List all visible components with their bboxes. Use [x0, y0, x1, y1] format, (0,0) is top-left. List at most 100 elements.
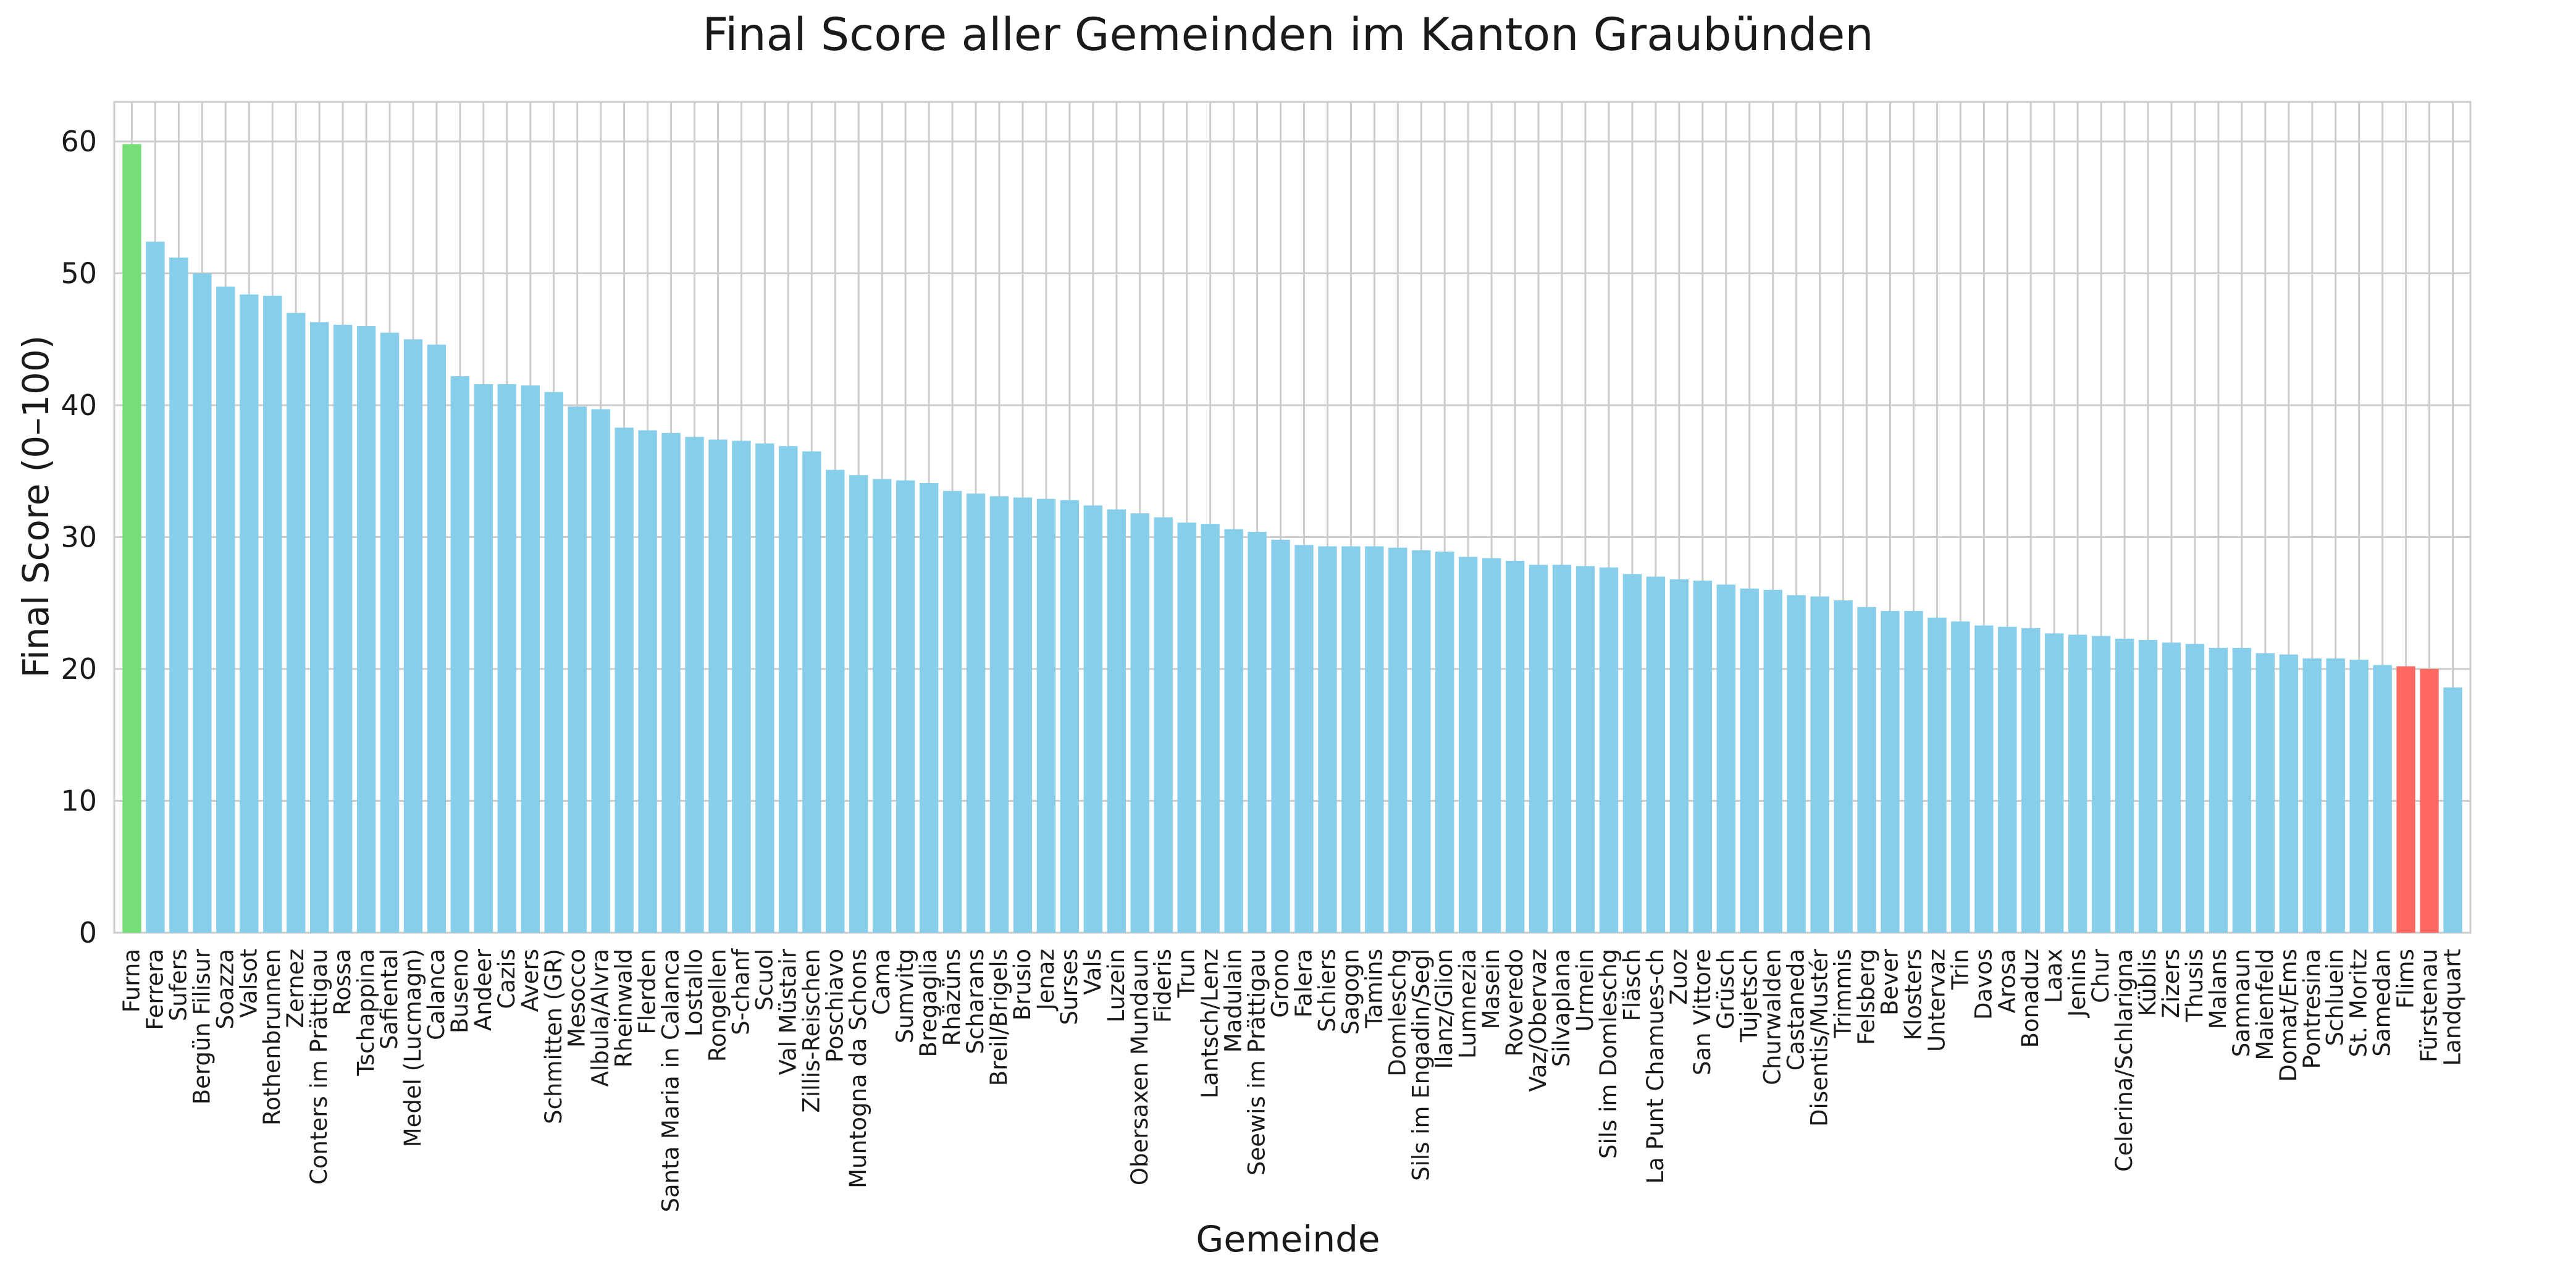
- bar: [2138, 640, 2158, 933]
- bar: [1271, 539, 1290, 933]
- bar: [1951, 621, 1970, 933]
- x-tick-label: Brusio: [1009, 949, 1036, 1020]
- bar: [146, 242, 165, 933]
- x-tick-label: Domleschg: [1384, 949, 1411, 1077]
- x-tick-label: Val Müstair: [774, 948, 801, 1075]
- bar: [474, 384, 493, 933]
- x-tick-label: Medel (Lucmagn): [400, 949, 426, 1147]
- bar: [1201, 524, 1220, 933]
- bar: [2279, 654, 2298, 933]
- x-tick-label: Furna: [118, 949, 145, 1012]
- x-tick-label: Rheinwald: [611, 949, 637, 1067]
- bar: [497, 384, 517, 933]
- x-tick-label: Andeer: [470, 948, 497, 1031]
- bar: [568, 406, 587, 933]
- y-tick-label: 50: [61, 257, 97, 290]
- x-tick-label: Zizers: [2158, 949, 2184, 1018]
- bar: [1388, 547, 1408, 933]
- y-tick-label: 40: [61, 389, 97, 422]
- x-tick-label: Zuoz: [1666, 949, 1692, 1005]
- bar: [1060, 500, 1080, 933]
- bar: [1575, 566, 1595, 933]
- y-tick-label: 20: [61, 652, 97, 686]
- x-tick-label: Grono: [1267, 949, 1294, 1018]
- x-tick-label: Zernez: [282, 949, 309, 1028]
- bar: [1412, 550, 1431, 933]
- bar: [2373, 665, 2392, 933]
- bar: [1787, 595, 1806, 933]
- bar: [779, 446, 798, 933]
- bar: [216, 286, 235, 933]
- bar: [615, 427, 634, 933]
- bar: [240, 294, 259, 933]
- x-tick-label: Zillis-Reischen: [798, 949, 824, 1112]
- x-tick-label: Tamins: [1361, 949, 1387, 1028]
- bar: [802, 451, 821, 933]
- x-tick-label: Sufers: [165, 949, 191, 1021]
- bar: [1459, 557, 1478, 933]
- x-tick-label: Sils im Domleschg: [1595, 949, 1622, 1159]
- x-tick-label: Buseno: [447, 949, 473, 1033]
- bar: [1294, 545, 1314, 933]
- x-tick-label: Trin: [1947, 949, 1973, 990]
- bar: [2326, 658, 2345, 933]
- bar: [1599, 567, 1619, 933]
- x-tick-label: S-chanf: [728, 948, 754, 1035]
- bar: [1482, 558, 1501, 933]
- bar: [1224, 529, 1243, 933]
- bar: [2420, 669, 2439, 933]
- bar: [2443, 687, 2462, 933]
- bar: [122, 144, 141, 933]
- bar: [1716, 584, 1735, 933]
- x-tick-label: Ilanz/Glion: [1431, 949, 1458, 1069]
- chart-title: Final Score aller Gemeinden im Kanton Gr…: [702, 9, 1874, 61]
- x-tick-label: Klosters: [1900, 949, 1926, 1040]
- x-tick-label: Rhäzüns: [939, 949, 965, 1046]
- x-tick-label: Chur: [2087, 948, 2114, 1003]
- x-tick-label: Thusis: [2181, 949, 2208, 1022]
- bar: [2255, 653, 2275, 933]
- x-tick-label: Jenaz: [1033, 949, 1059, 1011]
- x-tick-label: Breil/Brigels: [986, 949, 1012, 1086]
- x-tick-label: Scharans: [962, 949, 989, 1054]
- bar: [732, 440, 751, 933]
- bar: [661, 432, 681, 933]
- bar: [1435, 552, 1454, 933]
- x-tick-label: San Vittore: [1689, 949, 1716, 1075]
- x-tick-label: Sumvitg: [892, 949, 918, 1043]
- x-tick-label: Davos: [1970, 949, 1997, 1020]
- bar: [1646, 576, 1666, 933]
- bar: [287, 313, 306, 933]
- bar: [2162, 642, 2181, 933]
- x-tick-label: Poschiavo: [821, 949, 848, 1062]
- x-tick-label: Madulain: [1220, 949, 1247, 1053]
- bar: [380, 332, 400, 933]
- bar: [873, 479, 892, 933]
- bar: [333, 324, 353, 933]
- bar: [1130, 513, 1149, 933]
- bar: [2209, 647, 2228, 933]
- x-tick-label: Scuol: [751, 949, 778, 1011]
- x-tick-label: Landquart: [2440, 949, 2466, 1066]
- bar: [1669, 579, 1689, 933]
- bar: [1365, 546, 1384, 933]
- bar: [1857, 607, 1876, 933]
- x-tick-label: Fideris: [1150, 949, 1177, 1023]
- x-tick-label: Bever: [1876, 948, 1903, 1015]
- x-tick-label: St. Moritz: [2346, 949, 2372, 1057]
- bar: [2091, 636, 2111, 933]
- x-tick-label: Samedan: [2369, 949, 2396, 1057]
- y-tick-label: 30: [61, 521, 97, 554]
- y-tick-label: 0: [79, 916, 97, 949]
- x-tick-label: Pontresina: [2299, 949, 2325, 1069]
- bar: [450, 376, 470, 933]
- x-tick-label: Jenins: [2064, 949, 2091, 1018]
- x-tick-label: Malans: [2205, 949, 2231, 1029]
- x-tick-label: Untervaz: [1923, 949, 1950, 1052]
- bar: [2115, 638, 2134, 933]
- bar: [1763, 589, 1782, 933]
- x-tick-label: Sils im Engadin/Segl: [1408, 949, 1434, 1181]
- x-tick-label: Conters im Prättigau: [306, 949, 332, 1185]
- x-tick-label: Domat/Ems: [2275, 949, 2302, 1082]
